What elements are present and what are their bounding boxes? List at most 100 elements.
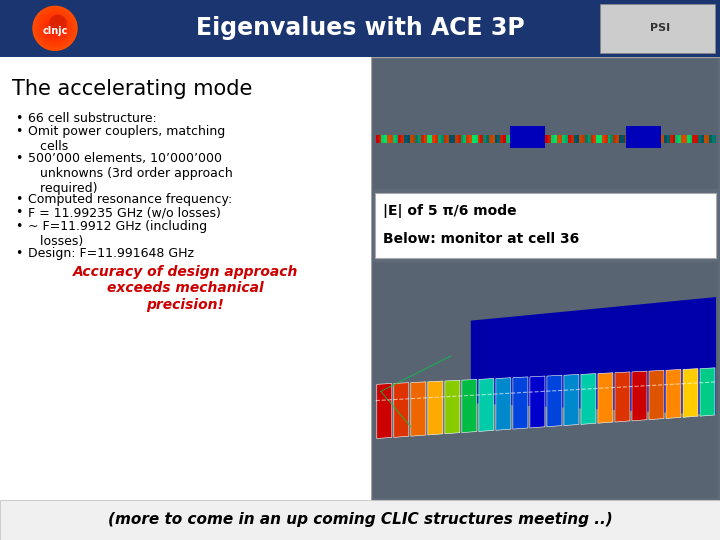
Bar [664,136,667,143]
Polygon shape [547,375,562,427]
Polygon shape [683,369,698,417]
Circle shape [37,11,73,46]
Bar [661,136,665,143]
Circle shape [36,9,74,48]
Bar [398,136,402,143]
Bar [534,136,537,143]
Bar [472,136,475,143]
Bar [0,500,720,540]
Circle shape [40,14,69,43]
Bar [582,136,585,143]
Polygon shape [411,382,426,436]
Bar [684,136,687,143]
Circle shape [37,10,73,46]
Bar [585,136,588,143]
Bar [537,136,540,143]
Bar [590,136,594,143]
Bar [435,136,438,143]
Bar [543,136,546,143]
Circle shape [35,8,76,49]
Text: •: • [15,247,22,260]
Bar [706,136,710,143]
Circle shape [50,15,66,31]
Circle shape [46,19,64,37]
Bar [508,136,512,143]
Bar [510,126,546,148]
Bar [639,136,642,143]
Bar [696,136,698,143]
Bar [376,136,379,143]
Bar [461,136,464,143]
Bar [413,136,416,143]
Bar [619,136,622,143]
Bar [571,136,574,143]
Bar [500,136,503,143]
Text: (more to come in an up coming CLIC structures meeting ..): (more to come in an up coming CLIC struc… [107,512,613,527]
Bar [464,136,467,143]
Text: •: • [15,112,22,125]
Bar [477,136,481,143]
Bar [474,136,478,143]
Bar [611,136,613,143]
Bar [489,136,492,143]
Bar [675,136,679,143]
Bar [480,136,484,143]
Bar [593,136,597,143]
Text: ~ F=11.9912 GHz (including
   losses): ~ F=11.9912 GHz (including losses) [28,220,207,248]
Bar [681,136,685,143]
Bar [415,136,419,143]
Polygon shape [666,369,681,418]
Bar [588,136,591,143]
Bar [441,136,444,143]
Bar [565,136,569,143]
Text: PSI: PSI [650,23,670,33]
Bar [384,136,387,143]
Bar [712,136,716,143]
Polygon shape [479,379,494,431]
Bar [630,136,634,143]
Bar [568,136,572,143]
Text: •: • [15,206,22,219]
Polygon shape [394,383,409,437]
Bar [650,136,653,143]
Circle shape [53,26,58,31]
Polygon shape [513,377,528,429]
Text: Accuracy of design approach
exceeds mechanical
precision!: Accuracy of design approach exceeds mech… [73,265,298,312]
Polygon shape [632,371,647,421]
Bar [642,136,645,143]
Bar [401,136,405,143]
Bar [427,136,430,143]
Circle shape [45,18,65,38]
Bar [656,136,659,143]
Bar [602,136,606,143]
Bar [390,136,393,143]
Circle shape [52,25,58,31]
Bar [600,4,715,53]
Circle shape [53,27,56,30]
Circle shape [47,20,63,37]
Bar [624,136,628,143]
Bar [424,136,427,143]
Text: clǌc: clǌc [42,26,68,36]
Text: •: • [15,193,22,206]
Bar [444,136,447,143]
Polygon shape [649,370,664,420]
Bar [626,126,661,148]
Circle shape [34,7,76,50]
Bar [395,136,399,143]
Bar [430,136,433,143]
Circle shape [43,16,67,40]
Bar [622,136,625,143]
Bar [498,136,500,143]
Circle shape [33,6,77,50]
Bar [554,136,557,143]
Bar [709,136,713,143]
Polygon shape [564,374,579,426]
Bar [574,136,577,143]
Bar [371,57,720,500]
Bar [455,136,458,143]
Bar [467,136,469,143]
Bar [557,136,560,143]
Bar [373,59,718,188]
Bar [446,136,450,143]
